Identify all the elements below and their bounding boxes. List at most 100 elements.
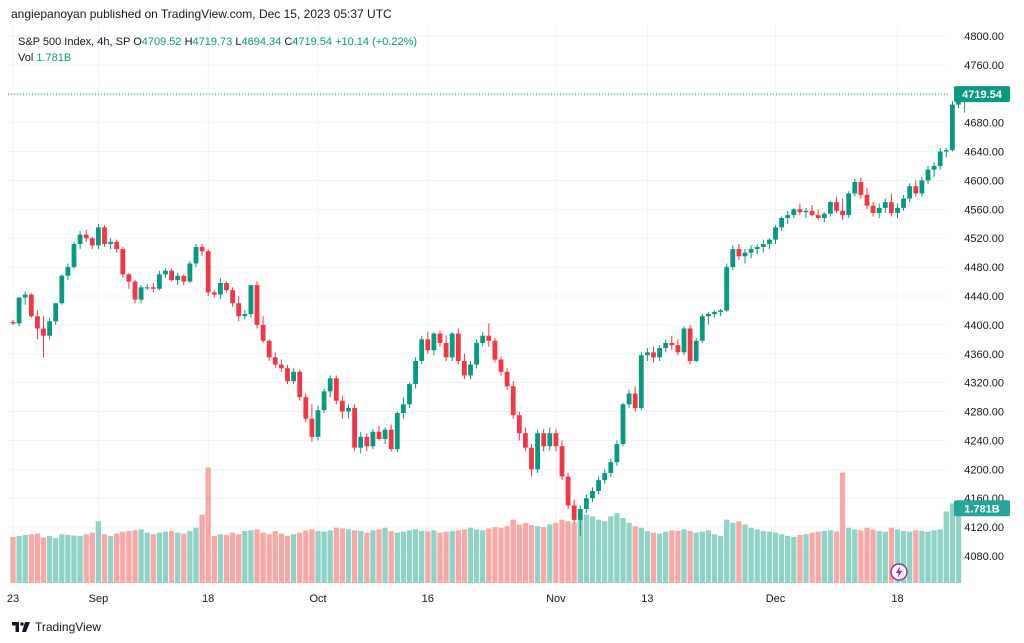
- candle-body: [83, 234, 89, 239]
- candle-body: [401, 404, 406, 413]
- candle-body: [41, 328, 46, 336]
- volume-bar: [675, 531, 681, 583]
- candle-body: [376, 431, 382, 439]
- volume-bar: [419, 531, 425, 583]
- high-value: 4719.73: [192, 36, 233, 48]
- volume-bar: [162, 531, 169, 583]
- candle-body: [388, 429, 394, 450]
- volume-bar: [931, 530, 937, 583]
- candle-body: [370, 431, 376, 447]
- price-tick-label: 4520.00: [964, 233, 1004, 245]
- volume-bar: [425, 531, 431, 583]
- candle-body: [358, 436, 364, 448]
- volume-bar: [724, 519, 730, 583]
- volume-bar: [656, 533, 663, 583]
- volume-bar: [248, 530, 254, 583]
- candle-body: [571, 505, 577, 520]
- close-label: C: [284, 36, 293, 48]
- footer-brand[interactable]: TradingView: [12, 620, 101, 634]
- volume-bar: [126, 531, 132, 583]
- volume-bar: [370, 530, 376, 583]
- grid-lines: [8, 26, 946, 583]
- candle-body: [614, 444, 620, 463]
- candle-body: [773, 227, 778, 240]
- volume-bar: [736, 521, 742, 583]
- volume-bar: [120, 531, 126, 583]
- candle-body: [516, 415, 522, 434]
- candle-body: [846, 193, 852, 216]
- candle-body: [821, 213, 827, 218]
- candle-body: [620, 404, 626, 445]
- time-axis[interactable]: 23 Sep 18 Oct 16 Nov 13 Dec 18: [7, 593, 904, 605]
- candle-body: [943, 150, 949, 152]
- candle-body: [809, 210, 815, 216]
- volume-bar: [437, 532, 443, 583]
- candle-body: [541, 433, 547, 447]
- price-tick-label: 4400.00: [964, 320, 1004, 332]
- volume-bar: [882, 531, 888, 583]
- volume-bar: [266, 534, 272, 583]
- candle-body: [321, 391, 327, 411]
- time-tick-label: 13: [641, 593, 653, 605]
- volume-value: 1.781B: [36, 52, 72, 64]
- volume-bar: [949, 503, 956, 583]
- candle-body: [931, 166, 937, 170]
- candle-body: [901, 198, 906, 208]
- close-value: 4719.54: [292, 36, 333, 48]
- volume-bar: [577, 519, 583, 583]
- volume-bar: [260, 532, 266, 583]
- volume-bar: [827, 530, 834, 583]
- candle-body: [47, 321, 52, 336]
- candle-body: [437, 333, 443, 343]
- candle-body: [193, 246, 199, 264]
- candle-body: [565, 476, 571, 506]
- volume-bar: [632, 526, 638, 583]
- volume-bar: [565, 521, 571, 583]
- volume-bar: [809, 532, 815, 583]
- candle-body: [876, 207, 882, 213]
- volume-bar: [132, 530, 138, 583]
- volume-bar: [608, 516, 614, 583]
- volume-bar: [913, 530, 919, 583]
- volume-bar: [821, 531, 827, 583]
- volume-bar: [400, 531, 407, 583]
- volume-bar: [229, 532, 236, 583]
- candlestick-chart[interactable]: 4080.004120.004160.004200.004240.004280.…: [0, 26, 1024, 616]
- price-axis[interactable]: 4080.004120.004160.004200.004240.004280.…: [954, 31, 1010, 563]
- open-value: 4709.52: [141, 36, 182, 48]
- volume-bar: [339, 528, 346, 583]
- candle-body: [187, 263, 193, 282]
- volume-bar: [46, 535, 53, 583]
- candle-body: [712, 311, 717, 315]
- chart-area[interactable]: 4080.00 4120.00 4160.00 4200.00 4240.00 4280.…: [0, 26, 1024, 616]
- candle-body: [443, 342, 449, 358]
- lightning-icon[interactable]: [890, 563, 908, 581]
- volume-bar: [894, 529, 901, 583]
- volume-bar: [449, 531, 455, 583]
- candle-body: [760, 244, 766, 247]
- candle-body: [669, 342, 675, 346]
- publisher-line: angiepanoyan published on TradingView.co…: [11, 7, 392, 21]
- candle-body: [114, 241, 120, 250]
- price-tick-label: 4680.00: [964, 118, 1004, 130]
- candle-body: [529, 447, 534, 470]
- time-tick-label: 23: [7, 593, 19, 605]
- candle-body: [638, 355, 644, 408]
- volume-bar: [803, 534, 809, 583]
- volume-bar: [595, 519, 602, 583]
- candle-body: [791, 209, 797, 216]
- candle-body: [840, 210, 845, 216]
- volume-bar: [907, 531, 913, 583]
- last-volume-badge: [954, 500, 1010, 517]
- candle-body: [882, 202, 888, 208]
- price-tick-label: 4080.00: [964, 551, 1004, 563]
- candle-body: [913, 186, 919, 194]
- time-tick-label: Oct: [309, 593, 326, 605]
- volume-bar: [321, 531, 327, 583]
- volume-bar: [754, 529, 760, 583]
- volume-bar: [547, 524, 553, 583]
- volume-bar: [766, 531, 773, 583]
- candle-body: [431, 333, 437, 351]
- candle-body: [59, 275, 65, 304]
- volume-bar: [144, 532, 150, 583]
